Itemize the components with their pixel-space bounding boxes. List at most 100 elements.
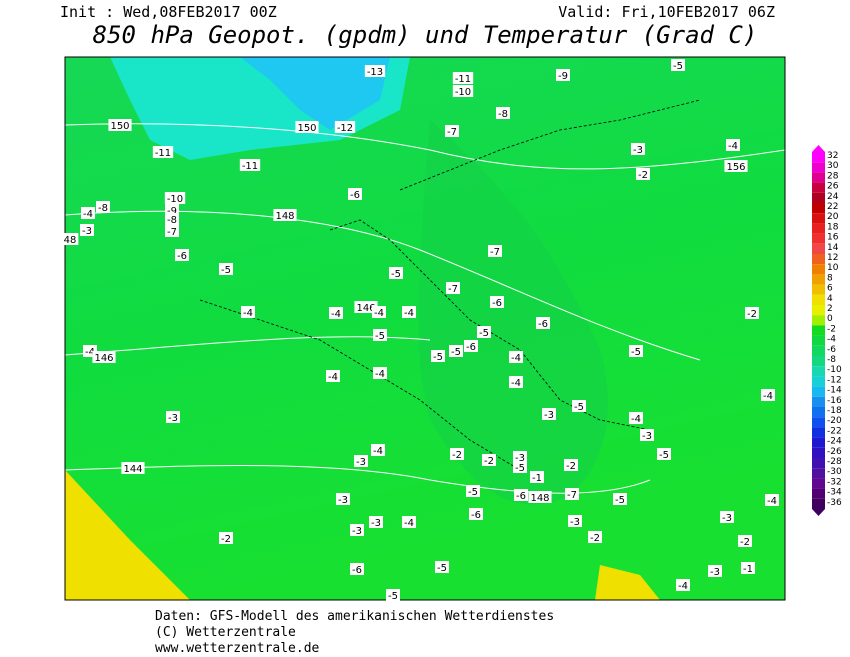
- label-box: [108, 119, 132, 131]
- label-text: -3: [642, 431, 652, 442]
- label-box: [402, 516, 416, 528]
- map-label: -3: [513, 451, 527, 464]
- label-box: [121, 462, 145, 474]
- label-box: [389, 267, 403, 279]
- map-label: -8: [496, 107, 510, 120]
- label-box: [741, 562, 755, 574]
- label-text: -6: [516, 491, 526, 502]
- map-label: -13: [364, 65, 386, 78]
- label-box: [354, 455, 368, 467]
- colorbar-label: 22: [827, 202, 838, 212]
- map-label: -4: [372, 306, 386, 319]
- map-label: -5: [513, 461, 527, 474]
- label-text: -4: [511, 353, 521, 364]
- map-label: -5: [572, 400, 586, 413]
- label-text: -3: [356, 457, 366, 468]
- map-label: -5: [373, 329, 387, 342]
- label-box: [556, 69, 570, 81]
- colorbar-segment: [812, 488, 825, 499]
- label-box: [513, 451, 527, 463]
- label-text: -5: [673, 61, 683, 72]
- map-label: 148: [528, 491, 552, 504]
- map-label: -3: [708, 565, 722, 578]
- colorbar-segment: [812, 335, 825, 346]
- label-text: -8: [98, 203, 108, 214]
- label-text: 146: [94, 353, 113, 364]
- label-box: [724, 160, 748, 172]
- map-label: -3: [166, 411, 180, 424]
- map-label: -7: [446, 282, 460, 295]
- map-label: -2: [219, 532, 233, 545]
- map-label: -4: [81, 207, 95, 220]
- label-text: -5: [451, 347, 461, 358]
- label-box: [81, 207, 95, 219]
- map-label: -12: [334, 121, 356, 134]
- map-label: -5: [386, 589, 400, 602]
- colorbar-label: -26: [827, 447, 842, 457]
- map-label: -3: [568, 515, 582, 528]
- label-box: [720, 511, 734, 523]
- label-box: [509, 376, 523, 388]
- colorbar-label: 10: [827, 263, 839, 273]
- colorbar-segment: [812, 274, 825, 285]
- label-text: -5: [221, 265, 231, 276]
- colorbar-label: 30: [827, 161, 839, 171]
- label-text: -5: [659, 450, 669, 461]
- label-text: -4: [373, 446, 383, 457]
- label-text: 148: [530, 493, 549, 504]
- map-label: -4: [765, 494, 779, 507]
- map-label: 146: [92, 351, 116, 364]
- colorbar-label: 4: [827, 294, 833, 304]
- label-text: -10: [455, 87, 471, 98]
- colorbar-segment: [812, 325, 825, 336]
- colorbar-label: 20: [827, 212, 839, 222]
- label-text: 150: [297, 123, 316, 134]
- label-text: -2: [747, 309, 757, 320]
- label-box: [514, 489, 528, 501]
- label-text: -6: [466, 342, 476, 353]
- init-time: Init : Wed,08FEB2017 00Z: [60, 3, 277, 21]
- label-text: 150: [110, 121, 129, 132]
- map-label: -5: [613, 493, 627, 506]
- label-box: [676, 579, 690, 591]
- label-text: -12: [337, 123, 353, 134]
- label-box: [761, 389, 775, 401]
- label-text: -5: [391, 269, 401, 280]
- label-box: [445, 125, 459, 137]
- map-label: -2: [588, 531, 602, 544]
- label-box: [765, 494, 779, 506]
- label-text: -5: [615, 495, 625, 506]
- map-label: -5: [431, 350, 445, 363]
- colorbar-label: 8: [827, 273, 833, 283]
- label-box: [431, 350, 445, 362]
- colorbar-segment: [812, 478, 825, 489]
- label-box: [629, 345, 643, 357]
- map-label: -5: [435, 561, 449, 574]
- label-text: -5: [437, 563, 447, 574]
- map-label: -7: [165, 225, 179, 238]
- label-text: -5: [388, 591, 398, 602]
- label-text: -2: [221, 534, 231, 545]
- colorbar: 32302826242220181614121086420-2-4-6-8-10…: [812, 145, 842, 516]
- map-label: -6: [536, 317, 550, 330]
- colorbar-segment: [812, 233, 825, 244]
- label-text: -4: [243, 308, 253, 319]
- colorbar-segment: [812, 284, 825, 295]
- label-text: -4: [404, 308, 414, 319]
- label-text: -7: [490, 247, 500, 258]
- map-label: -4: [373, 367, 387, 380]
- map-label: 150: [295, 121, 319, 134]
- label-text: -5: [375, 331, 385, 342]
- label-box: [449, 345, 463, 357]
- colorbar-segment: [812, 458, 825, 469]
- map-label: -4: [329, 307, 343, 320]
- label-box: [488, 245, 502, 257]
- map-label: -4: [629, 412, 643, 425]
- colorbar-label: 18: [827, 222, 839, 232]
- footer-line: Daten: GFS-Modell des amerikanischen Wet…: [155, 609, 554, 624]
- label-box: [450, 448, 464, 460]
- map-label: -6: [469, 508, 483, 521]
- map-label: -3: [631, 143, 645, 156]
